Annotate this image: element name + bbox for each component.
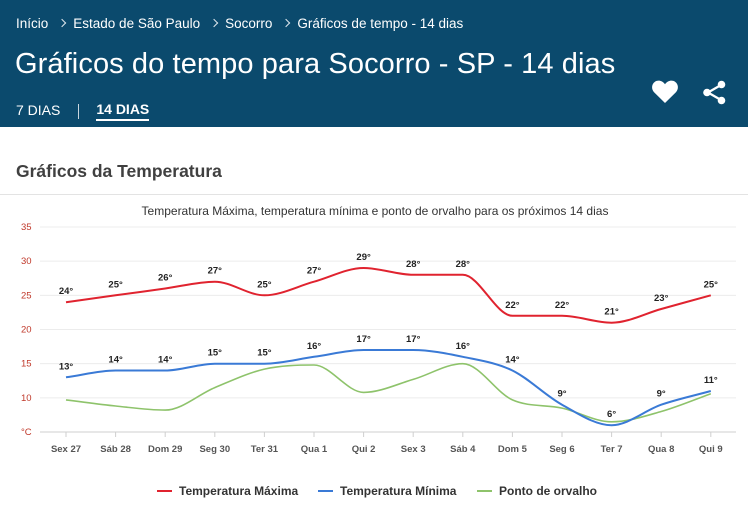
x-tick-label: Ter 31 xyxy=(251,444,279,455)
share-icon xyxy=(703,80,726,105)
chart-legend: Temperatura Máxima Temperatura Mínima Po… xyxy=(0,484,748,500)
data-label: 22° xyxy=(505,300,520,311)
range-tabs: 7 DIAS 14 DIAS xyxy=(16,101,150,121)
series-max-line xyxy=(65,266,712,324)
y-tick-label: 10 xyxy=(21,393,32,404)
x-tick-label: Sáb 28 xyxy=(100,444,131,455)
chevron-right-icon xyxy=(282,18,291,28)
heart-icon xyxy=(652,80,678,103)
data-label: 14° xyxy=(108,355,123,366)
data-label: 25° xyxy=(108,279,123,290)
x-tick-label: Dom 5 xyxy=(498,444,528,455)
data-label: 25° xyxy=(704,279,719,290)
legend-swatch xyxy=(477,490,492,492)
breadcrumb-link-home[interactable]: Início xyxy=(16,15,49,31)
legend-label: Temperatura Máxima xyxy=(179,484,299,498)
x-tick-label: Ter 7 xyxy=(601,444,623,455)
data-label: 26° xyxy=(158,273,173,284)
y-tick-label: 15 xyxy=(21,359,32,370)
data-label: 16° xyxy=(307,341,322,352)
data-label: 17° xyxy=(356,334,371,345)
chart-series xyxy=(65,266,712,427)
y-tick-label: °C xyxy=(21,427,32,438)
chevron-right-icon xyxy=(58,18,67,28)
x-tick-label: Qua 8 xyxy=(648,444,674,455)
data-label: 27° xyxy=(208,266,223,277)
data-label: 6° xyxy=(607,409,616,420)
breadcrumb-current: Gráficos de tempo - 14 dias xyxy=(297,15,464,31)
page-header: Início Estado de São Paulo Socorro Gráfi… xyxy=(0,0,748,127)
x-tick-label: Sáb 4 xyxy=(450,444,476,455)
legend-label: Ponto de orvalho xyxy=(499,484,598,498)
data-label: 14° xyxy=(505,355,520,366)
series-min-line xyxy=(65,349,712,427)
x-axis: Sex 27 Sáb 28 Dom 29 Seg 30 Ter 31 Qua 1 Qui 2… xyxy=(51,432,723,455)
page-title: Gráficos do tempo para Socorro - SP - 14… xyxy=(15,48,616,80)
data-label: 28° xyxy=(456,259,471,270)
data-label: 13° xyxy=(59,361,74,372)
tab-14-dias[interactable]: 14 DIAS xyxy=(96,101,150,121)
data-label: 9° xyxy=(557,389,566,400)
x-tick-label: Seg 6 xyxy=(549,444,574,455)
y-axis: 35 30 25 20 15 10 °C xyxy=(21,222,32,438)
tab-7-dias[interactable]: 7 DIAS xyxy=(16,102,61,118)
chevron-right-icon xyxy=(209,18,219,28)
y-tick-label: 30 xyxy=(21,256,32,267)
data-label: 14° xyxy=(158,355,173,366)
y-tick-label: 20 xyxy=(21,325,32,336)
data-label: 24° xyxy=(59,286,74,297)
favorite-button[interactable] xyxy=(651,79,679,105)
data-label: 21° xyxy=(604,307,619,318)
data-label: 22° xyxy=(555,300,570,311)
series-dew-line xyxy=(65,362,712,423)
data-label: 16° xyxy=(456,341,471,352)
y-tick-label: 25 xyxy=(21,290,32,301)
legend-item-max[interactable]: Temperatura Máxima xyxy=(157,484,298,498)
legend-swatch xyxy=(157,490,172,492)
temperature-chart: Temperatura Máxima, temperatura mínima e… xyxy=(21,204,736,455)
legend-item-min[interactable]: Temperatura Mínima xyxy=(318,484,456,498)
chart-grid xyxy=(40,226,736,433)
data-label: 25° xyxy=(257,279,272,290)
data-label: 27° xyxy=(307,266,322,277)
x-tick-label: Qua 1 xyxy=(301,444,328,455)
tab-divider xyxy=(78,103,80,119)
data-label: 9° xyxy=(657,389,666,400)
data-label: 11° xyxy=(704,375,718,386)
section-divider xyxy=(0,194,748,195)
x-tick-label: Sex 3 xyxy=(401,444,426,455)
data-labels: 13° 14° 14° 15° 15° 16° 17° 17° 16° 14° 9° 6° 9° 11° 2… xyxy=(59,252,718,420)
share-button[interactable] xyxy=(702,80,727,105)
x-tick-label: Qui 2 xyxy=(352,444,376,455)
x-tick-label: Dom 29 xyxy=(148,444,182,455)
legend-item-dew[interactable]: Ponto de orvalho xyxy=(477,484,597,498)
data-label: 15° xyxy=(257,348,272,359)
data-label: 23° xyxy=(654,293,669,304)
breadcrumb-link-state[interactable]: Estado de São Paulo xyxy=(73,15,201,31)
x-tick-label: Sex 27 xyxy=(51,444,81,455)
legend-label: Temperatura Mínima xyxy=(340,484,457,498)
breadcrumb-link-city[interactable]: Socorro xyxy=(225,15,273,31)
data-label: 28° xyxy=(406,259,421,270)
x-tick-label: Qui 9 xyxy=(699,444,723,455)
data-label: 17° xyxy=(406,334,421,345)
x-tick-label: Seg 30 xyxy=(199,444,230,455)
breadcrumb: Início Estado de São Paulo Socorro Gráfi… xyxy=(16,14,463,32)
chart-title: Temperatura Máxima, temperatura mínima e… xyxy=(142,204,609,218)
legend-swatch xyxy=(318,490,333,492)
data-label: 15° xyxy=(208,348,223,359)
y-tick-label: 35 xyxy=(21,222,32,233)
section-title: Gráficos da Temperatura xyxy=(16,161,222,181)
data-label: 29° xyxy=(356,252,371,263)
